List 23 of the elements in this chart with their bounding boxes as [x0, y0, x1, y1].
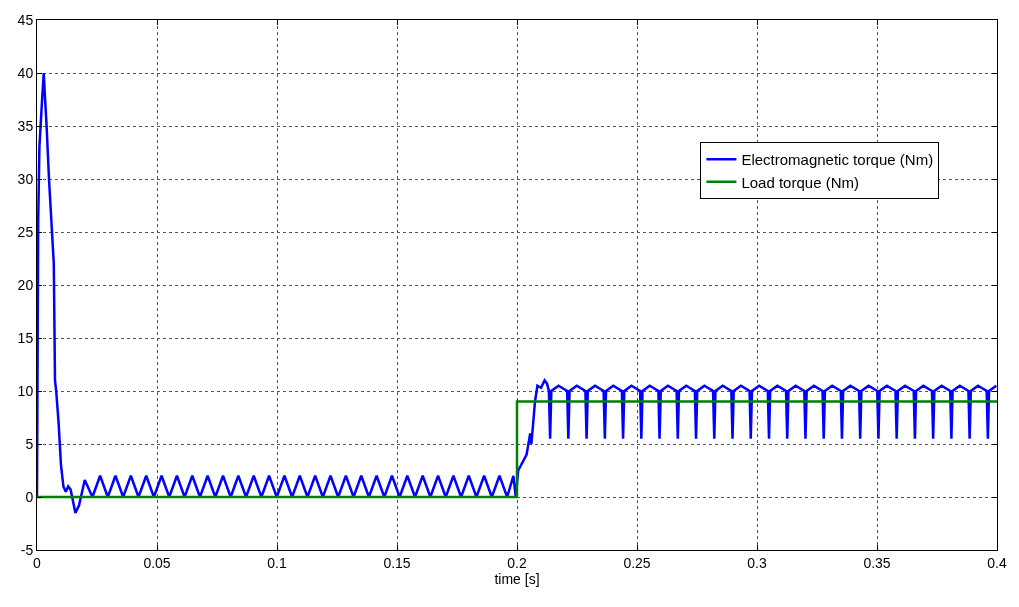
y-tick-label: -5	[20, 541, 34, 558]
x-tick-label: 0.3	[747, 554, 767, 571]
y-tick-label: 35	[17, 117, 34, 134]
y-tick-label: 30	[17, 170, 34, 187]
y-tick-label: 15	[17, 329, 34, 346]
legend-label: Load torque (Nm)	[741, 173, 859, 191]
y-tick-label: 0	[25, 488, 34, 505]
y-tick-label: 5	[25, 435, 34, 452]
x-tick-label: 0.1	[267, 554, 287, 571]
legend-label: Electromagnetic torque (Nm)	[741, 151, 934, 168]
line-series	[37, 71, 997, 515]
y-tick-label: 40	[17, 64, 34, 81]
x-tick-label: 0.25	[623, 554, 651, 571]
y-tick-label: 20	[17, 276, 34, 293]
x-tick-label: 0.05	[143, 554, 171, 571]
x-tick-label: 0.35	[863, 554, 891, 571]
x-tick-label: 0.2	[507, 554, 527, 571]
x-tick-label: 0.4	[987, 554, 1007, 571]
x-axis-title: time [s]	[494, 571, 540, 588]
y-tick-label: 10	[17, 382, 34, 399]
y-tick-label: 25	[17, 223, 34, 240]
x-tick-label: 0.15	[383, 554, 411, 571]
y-tick-label: 45	[17, 11, 34, 28]
